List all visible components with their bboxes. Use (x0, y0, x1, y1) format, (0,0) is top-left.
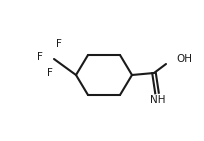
Text: F: F (47, 68, 53, 78)
Text: NH: NH (150, 95, 166, 105)
Text: F: F (37, 52, 43, 62)
Text: OH: OH (176, 54, 192, 64)
Text: F: F (56, 39, 62, 49)
